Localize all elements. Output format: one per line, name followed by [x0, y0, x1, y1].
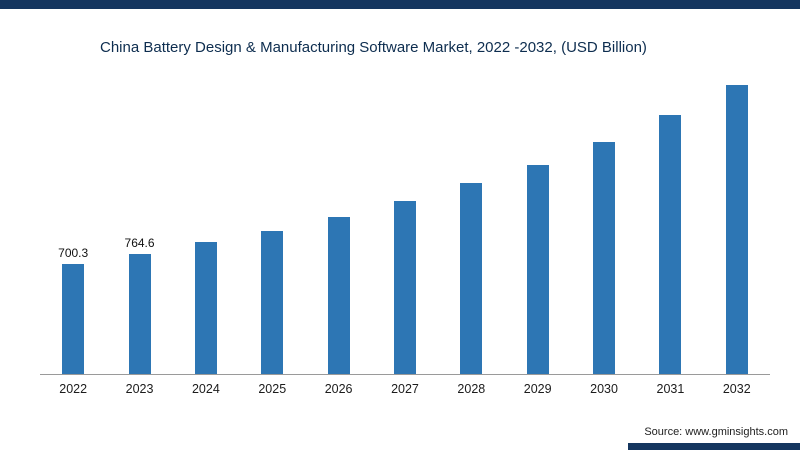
- x-axis-label-2022: 2022: [59, 382, 88, 396]
- x-axis-label-2024: 2024: [191, 382, 220, 396]
- x-axis-label-2023: 2023: [125, 382, 154, 396]
- x-axis-label-2030: 2030: [590, 382, 618, 396]
- bar-group-2029: [505, 63, 571, 375]
- bar-2028: [460, 183, 483, 375]
- bar-2026: [327, 217, 350, 375]
- bar-2024: [194, 242, 217, 375]
- x-axis-label-2026: 2026: [324, 382, 353, 396]
- bar-group-2022: 700.3: [40, 63, 106, 375]
- plot-area: 700.3 764.6: [40, 63, 770, 375]
- bar-group-2026: [305, 63, 371, 375]
- bar-2027: [393, 201, 416, 375]
- bar-group-2031: [637, 63, 703, 375]
- bar-2025: [261, 231, 284, 375]
- bar-value-label-2023: 764.6: [124, 236, 155, 250]
- bar-2029: [526, 165, 549, 375]
- top-accent-bar: [0, 0, 800, 9]
- x-axis-label-2027: 2027: [391, 382, 419, 396]
- x-axis-label-2031: 2031: [656, 382, 685, 396]
- x-axis-label-2032: 2032: [722, 382, 751, 396]
- bar-group-2025: [239, 63, 305, 375]
- x-axis-label-2025: 2025: [258, 382, 287, 396]
- source-attribution: Source: www.gminsights.com: [644, 426, 788, 438]
- bar-group-2023: 764.6: [106, 63, 172, 375]
- bar-value-label-2022: 700.3: [58, 246, 89, 260]
- bar-group-2032: [704, 63, 770, 375]
- bar-2023: [128, 254, 151, 375]
- bars-container: 700.3 764.6: [40, 63, 770, 375]
- chart-title: China Battery Design & Manufacturing Sof…: [100, 39, 647, 56]
- bar-group-2024: [173, 63, 239, 375]
- bar-group-2028: [438, 63, 504, 375]
- x-axis-labels: 2022 2023 2024 2025 2026 2027 2028 2029 2030 2031…: [40, 382, 770, 396]
- bar-2031: [659, 115, 682, 375]
- x-axis-label-2028: 2028: [457, 382, 486, 396]
- bar-group-2027: [372, 63, 438, 375]
- x-axis-label-2029: 2029: [523, 382, 552, 396]
- bottom-accent-bar: [628, 443, 800, 450]
- bar-2022: [62, 264, 85, 375]
- x-axis-line: [40, 374, 770, 375]
- bar-2032: [725, 85, 748, 375]
- bar-2030: [593, 142, 616, 375]
- bar-group-2030: [571, 63, 637, 375]
